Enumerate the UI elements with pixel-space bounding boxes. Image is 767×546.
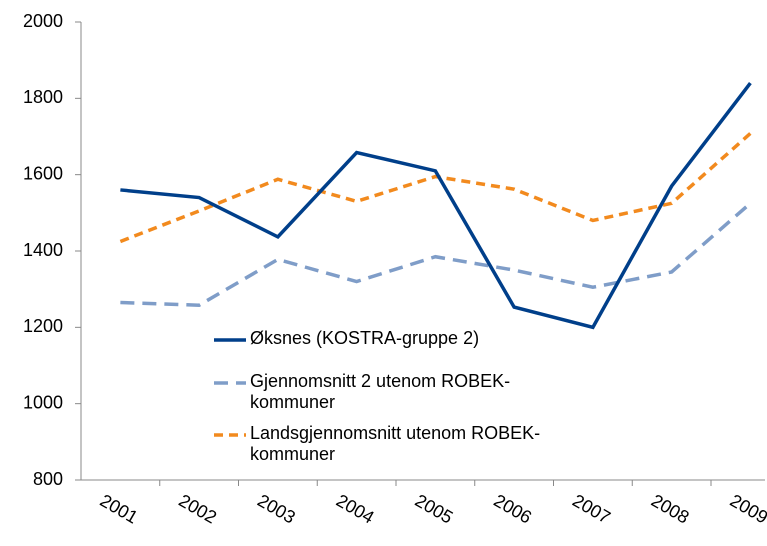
x-tick-label: 2008 — [648, 490, 693, 527]
legend-label: Gjennomsnitt 2 utenom ROBEK-kommuner — [250, 371, 511, 412]
y-tick-label: 800 — [33, 469, 63, 489]
x-tick-label: 2001 — [97, 490, 142, 527]
x-tick-label: 2009 — [727, 490, 767, 527]
y-tick-label: 1600 — [23, 163, 63, 183]
legend-label: Øksnes (KOSTRA-gruppe 2) — [250, 328, 480, 348]
series-line — [119, 132, 752, 244]
x-tick-label: 2007 — [569, 490, 614, 527]
x-tick-label: 2005 — [412, 490, 457, 527]
y-tick-label: 2000 — [23, 11, 63, 31]
legend-item: Landsgjennomsnitt utenom ROBEK-kommuner — [212, 423, 582, 465]
y-tick-label: 1800 — [23, 87, 63, 107]
x-tick-label: 2004 — [333, 490, 378, 527]
legend-item: Gjennomsnitt 2 utenom ROBEK-kommuner — [212, 371, 582, 413]
series-line — [120, 82, 752, 330]
legend-swatch — [214, 433, 246, 437]
legend-item: Øksnes (KOSTRA-gruppe 2) — [212, 328, 582, 349]
x-tick-label: 2003 — [254, 490, 299, 527]
x-tick-label: 2002 — [175, 490, 220, 527]
legend-label: Landsgjennomsnitt utenom ROBEK-kommuner — [250, 423, 541, 464]
y-tick-label: 1200 — [23, 316, 63, 336]
y-tick-label: 1000 — [23, 392, 63, 412]
legend-swatch — [214, 381, 246, 385]
legend: Øksnes (KOSTRA-gruppe 2) Gjennomsnitt 2 u… — [212, 328, 582, 475]
x-tick-label: 2006 — [490, 490, 535, 527]
series-line — [120, 201, 752, 307]
legend-swatch — [214, 338, 246, 342]
y-tick-label: 1400 — [23, 240, 63, 260]
